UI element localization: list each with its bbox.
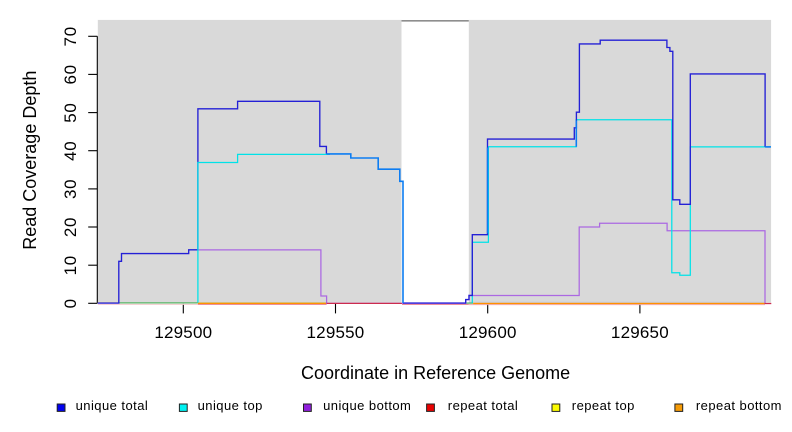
svg-text:unique bottom: unique bottom: [323, 398, 411, 413]
svg-text:Coordinate in Reference Genome: Coordinate in Reference Genome: [301, 363, 570, 383]
svg-text:30: 30: [61, 179, 80, 199]
svg-text:0: 0: [61, 298, 80, 308]
svg-text:129500: 129500: [154, 323, 212, 342]
svg-text:60: 60: [61, 64, 80, 84]
svg-text:50: 50: [61, 102, 80, 122]
svg-text:129550: 129550: [307, 323, 365, 342]
svg-text:repeat total: repeat total: [448, 398, 518, 413]
svg-text:70: 70: [61, 26, 80, 46]
svg-text:10: 10: [61, 255, 80, 275]
svg-text:Read Coverage Depth: Read Coverage Depth: [20, 71, 40, 250]
svg-text:20: 20: [61, 217, 80, 237]
svg-text:repeat top: repeat top: [572, 398, 635, 413]
svg-text:129650: 129650: [611, 323, 669, 342]
svg-text:40: 40: [61, 141, 80, 161]
svg-text:repeat bottom: repeat bottom: [696, 398, 782, 413]
svg-text:unique top: unique top: [198, 398, 263, 413]
svg-text:unique total: unique total: [76, 398, 149, 413]
svg-text:129600: 129600: [459, 323, 517, 342]
